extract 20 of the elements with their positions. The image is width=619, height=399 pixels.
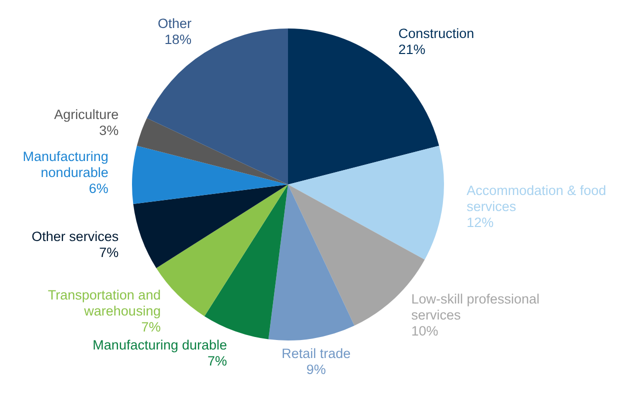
data-label: 12% [466,214,494,230]
data-label: 6% [88,180,108,196]
slice-label: Retail trade [282,346,351,362]
data-label: 7% [99,245,119,260]
data-label: 21% [398,42,426,57]
data-label: 18% [164,32,192,48]
slice-label: Manufacturing nondurable [22,148,108,180]
data-label: 7% [208,354,228,369]
slice-label: Low-skill professional services [411,291,540,322]
slice-label: Accommodation & food services [466,182,606,214]
slice-label: Other [158,16,192,32]
slice-label: Agriculture [54,107,119,122]
slice-label: Manufacturing durable [92,338,228,353]
slice-label: Construction [398,26,474,41]
slice-label: Transportation and warehousing [48,288,161,318]
slice-label: Other services [32,229,119,244]
data-label: 7% [141,320,161,334]
data-label: 10% [411,323,438,338]
data-label: 3% [99,123,119,138]
data-label: 9% [306,362,326,378]
